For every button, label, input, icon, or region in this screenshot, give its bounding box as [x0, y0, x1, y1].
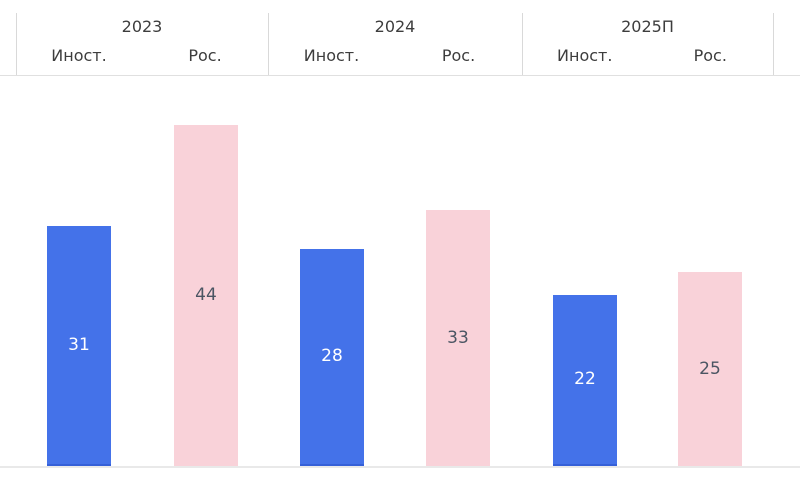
year-label: 2024 [374, 17, 416, 36]
x-axis-baseline [0, 466, 800, 468]
header-divider [0, 75, 800, 76]
year-column-2024: 2024 Иност. Рос. [268, 13, 522, 75]
series-label-domestic: Рос. [441, 46, 476, 65]
bar-2023-domestic: 44 [174, 125, 238, 466]
bar-value-label: 22 [574, 369, 596, 389]
bar-2024-domestic: 33 [426, 210, 490, 466]
series-label-domestic: Рос. [188, 46, 222, 65]
series-label-foreign: Иност. [51, 46, 107, 65]
series-label-row: Иност. Рос. [268, 44, 522, 68]
series-label-row: Иност. Рос. [16, 44, 268, 68]
column-separator [16, 13, 17, 75]
column-separator [522, 13, 523, 75]
series-label-row: Иност. Рос. [522, 44, 773, 68]
bar-2023-foreign: 31 [47, 226, 111, 466]
bar-value-label: 44 [195, 285, 217, 305]
series-label-foreign: Иност. [557, 46, 613, 65]
bar-value-label: 31 [68, 334, 90, 355]
series-label-domestic: Рос. [693, 46, 727, 65]
series-label-foreign: Иност. [303, 46, 360, 65]
column-separator [773, 13, 774, 75]
year-label: 2023 [121, 17, 163, 36]
bar-value-label: 33 [447, 327, 469, 348]
chart-plot-area: 31 44 28 33 22 25 [0, 75, 800, 479]
bar-2024-foreign: 28 [300, 249, 364, 466]
bar-value-label: 25 [699, 358, 721, 379]
year-column-2025: 2025П Иност. Рос. [522, 13, 773, 75]
bar-2025-domestic: 25 [678, 272, 742, 466]
column-separator [268, 13, 269, 75]
bar-2025-foreign: 22 [553, 295, 617, 466]
bar-value-label: 28 [321, 346, 343, 366]
year-column-2023: 2023 Иност. Рос. [16, 13, 268, 75]
year-label: 2025П [621, 17, 674, 36]
